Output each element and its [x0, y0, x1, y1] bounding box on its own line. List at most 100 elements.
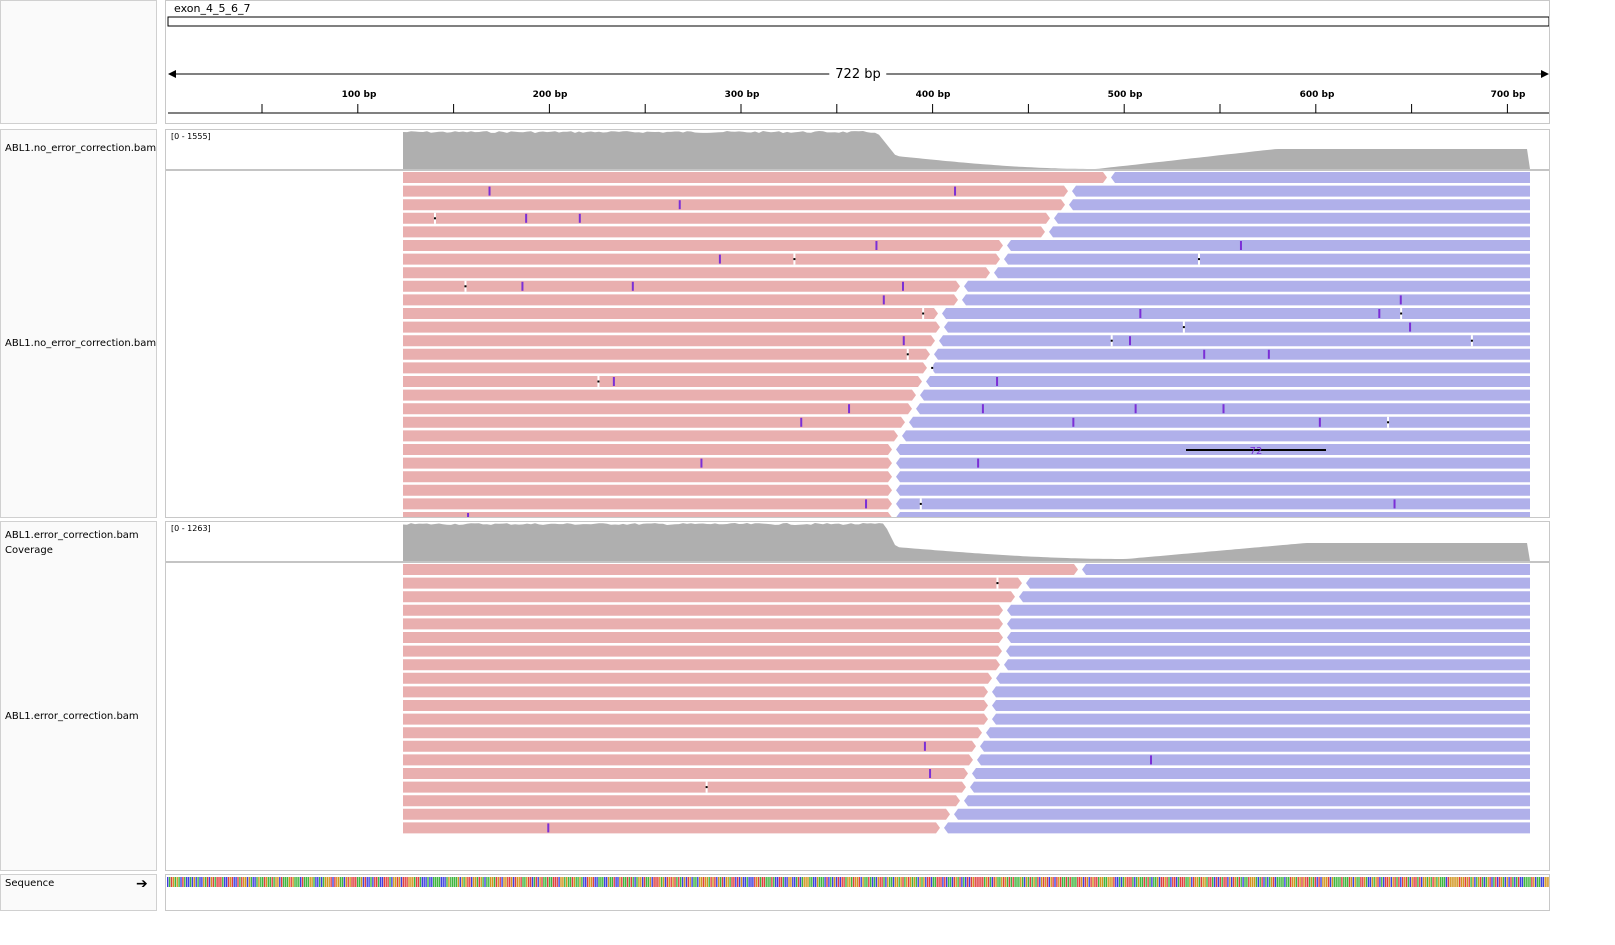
alignment-track-name[interactable]: ABL1.error_correction.bam [5, 711, 139, 722]
deletion-mark [464, 285, 467, 288]
sequence-base [1322, 877, 1324, 887]
sequence-base [881, 877, 883, 887]
track1-alignments[interactable]: 72 [166, 130, 1550, 518]
sequence-base [993, 877, 995, 887]
sequence-base [311, 877, 313, 887]
coverage-track-name[interactable]: ABL1.no_error_correction.bam [5, 143, 157, 154]
sequence-base [1251, 877, 1254, 887]
sequence-base [355, 877, 357, 887]
insertion-mark [1393, 499, 1396, 509]
sequence-base [526, 877, 528, 887]
sequence-base [548, 877, 551, 887]
coverage-track-name[interactable]: ABL1.error_correction.bam Coverage [5, 530, 139, 556]
sequence-base [1531, 877, 1533, 887]
deletion-mark [597, 380, 600, 383]
sequence-base [1367, 877, 1370, 887]
sequence-base [1204, 877, 1206, 887]
sequence-base [892, 877, 895, 887]
sequence-base [419, 877, 422, 887]
alignment-track-name[interactable]: ABL1.no_error_correction.bam [5, 338, 157, 349]
forward-read [403, 713, 988, 725]
forward-read [403, 484, 892, 496]
sequence-base [1508, 877, 1510, 887]
sequence-base [683, 877, 686, 887]
sequence-base [385, 877, 387, 887]
sequence-base [955, 877, 957, 887]
sequence-base [1160, 877, 1163, 887]
sequence-base [1136, 877, 1138, 887]
sequence-base [1170, 877, 1172, 887]
sequence-base [239, 877, 241, 887]
sequence-base [1415, 877, 1417, 887]
sequence-base [839, 877, 841, 887]
sequence-base [1128, 877, 1130, 887]
locus-label: exon_4_5_6_7 [174, 2, 251, 15]
reverse-read [962, 294, 1530, 306]
sequence-base [383, 877, 385, 887]
forward-read [403, 416, 905, 428]
ruler-panel[interactable]: exon_4_5_6_7 722 bp 100 bp 200 bp 300 bp… [165, 0, 1550, 124]
sequence-base [1422, 877, 1425, 887]
sequence-base [1014, 877, 1016, 887]
sequence-base [1504, 877, 1506, 887]
sequence-base [1181, 877, 1183, 887]
right-arrow-icon[interactable]: ➔ [136, 876, 148, 892]
sequence-base [1231, 877, 1233, 887]
sequence-base [843, 877, 845, 887]
sequence-track-name[interactable]: Sequence [5, 878, 55, 889]
sequence-base [820, 877, 822, 887]
track2-data-panel[interactable]: [0 - 1263] [165, 521, 1550, 871]
sequence-base [1517, 877, 1520, 887]
sequence-base [1491, 877, 1493, 887]
insertion-mark [1239, 241, 1242, 250]
sequence-base [1130, 877, 1132, 887]
sequence-base [668, 877, 670, 887]
sequence-base [944, 877, 946, 887]
sequence-base [1291, 877, 1294, 887]
deletion-mark [906, 353, 909, 356]
sequence-base [1046, 877, 1049, 887]
reverse-read [944, 822, 1530, 834]
sequence-base [794, 877, 796, 887]
forward-read [403, 267, 990, 279]
insertion-mark [1150, 755, 1153, 765]
sequence-base [1168, 877, 1170, 887]
sequence-base [1008, 877, 1011, 887]
sequence-base [1377, 877, 1379, 887]
sequence-base [1124, 877, 1126, 887]
sequence-base [752, 877, 754, 887]
sequence-base [516, 877, 518, 887]
sequence-base [1267, 877, 1269, 887]
sequence-base [951, 877, 954, 887]
sequence-base [813, 877, 815, 887]
sequence-data-panel[interactable] [165, 874, 1550, 911]
reverse-read [896, 457, 1530, 469]
insertion-mark [1129, 336, 1132, 346]
sequence-base [636, 877, 638, 887]
sequence-base [814, 877, 817, 887]
sequence-base [1269, 877, 1271, 887]
span-right-arrow-icon [1541, 70, 1549, 78]
sequence-base [507, 877, 509, 887]
reverse-read [970, 781, 1530, 793]
forward-read [403, 577, 1022, 589]
sequence-base [1149, 877, 1151, 887]
sequence-base [1020, 877, 1022, 887]
sequence-base [1174, 877, 1176, 887]
track1-data-panel[interactable]: [0 - 1555] 72 [165, 129, 1550, 518]
track2-alignments[interactable] [166, 522, 1550, 871]
insertion-mark [525, 213, 528, 223]
sequence-base [1371, 877, 1373, 887]
track1-name-panel[interactable]: ABL1.no_error_correction.bam ABL1.no_err… [0, 129, 157, 518]
sequence-base [469, 877, 471, 887]
sequence-name-panel[interactable]: Sequence ➔ [0, 874, 157, 911]
reverse-read [942, 308, 1530, 319]
insertion-mark [865, 499, 868, 509]
track2-name-panel[interactable]: ABL1.error_correction.bam Coverage ABL1.… [0, 521, 157, 871]
reverse-read [1007, 632, 1530, 643]
sequence-base [638, 877, 640, 887]
sequence-base [244, 877, 247, 887]
reverse-read [972, 768, 1530, 779]
sequence-base [168, 877, 171, 887]
sequence-base [1307, 877, 1309, 887]
